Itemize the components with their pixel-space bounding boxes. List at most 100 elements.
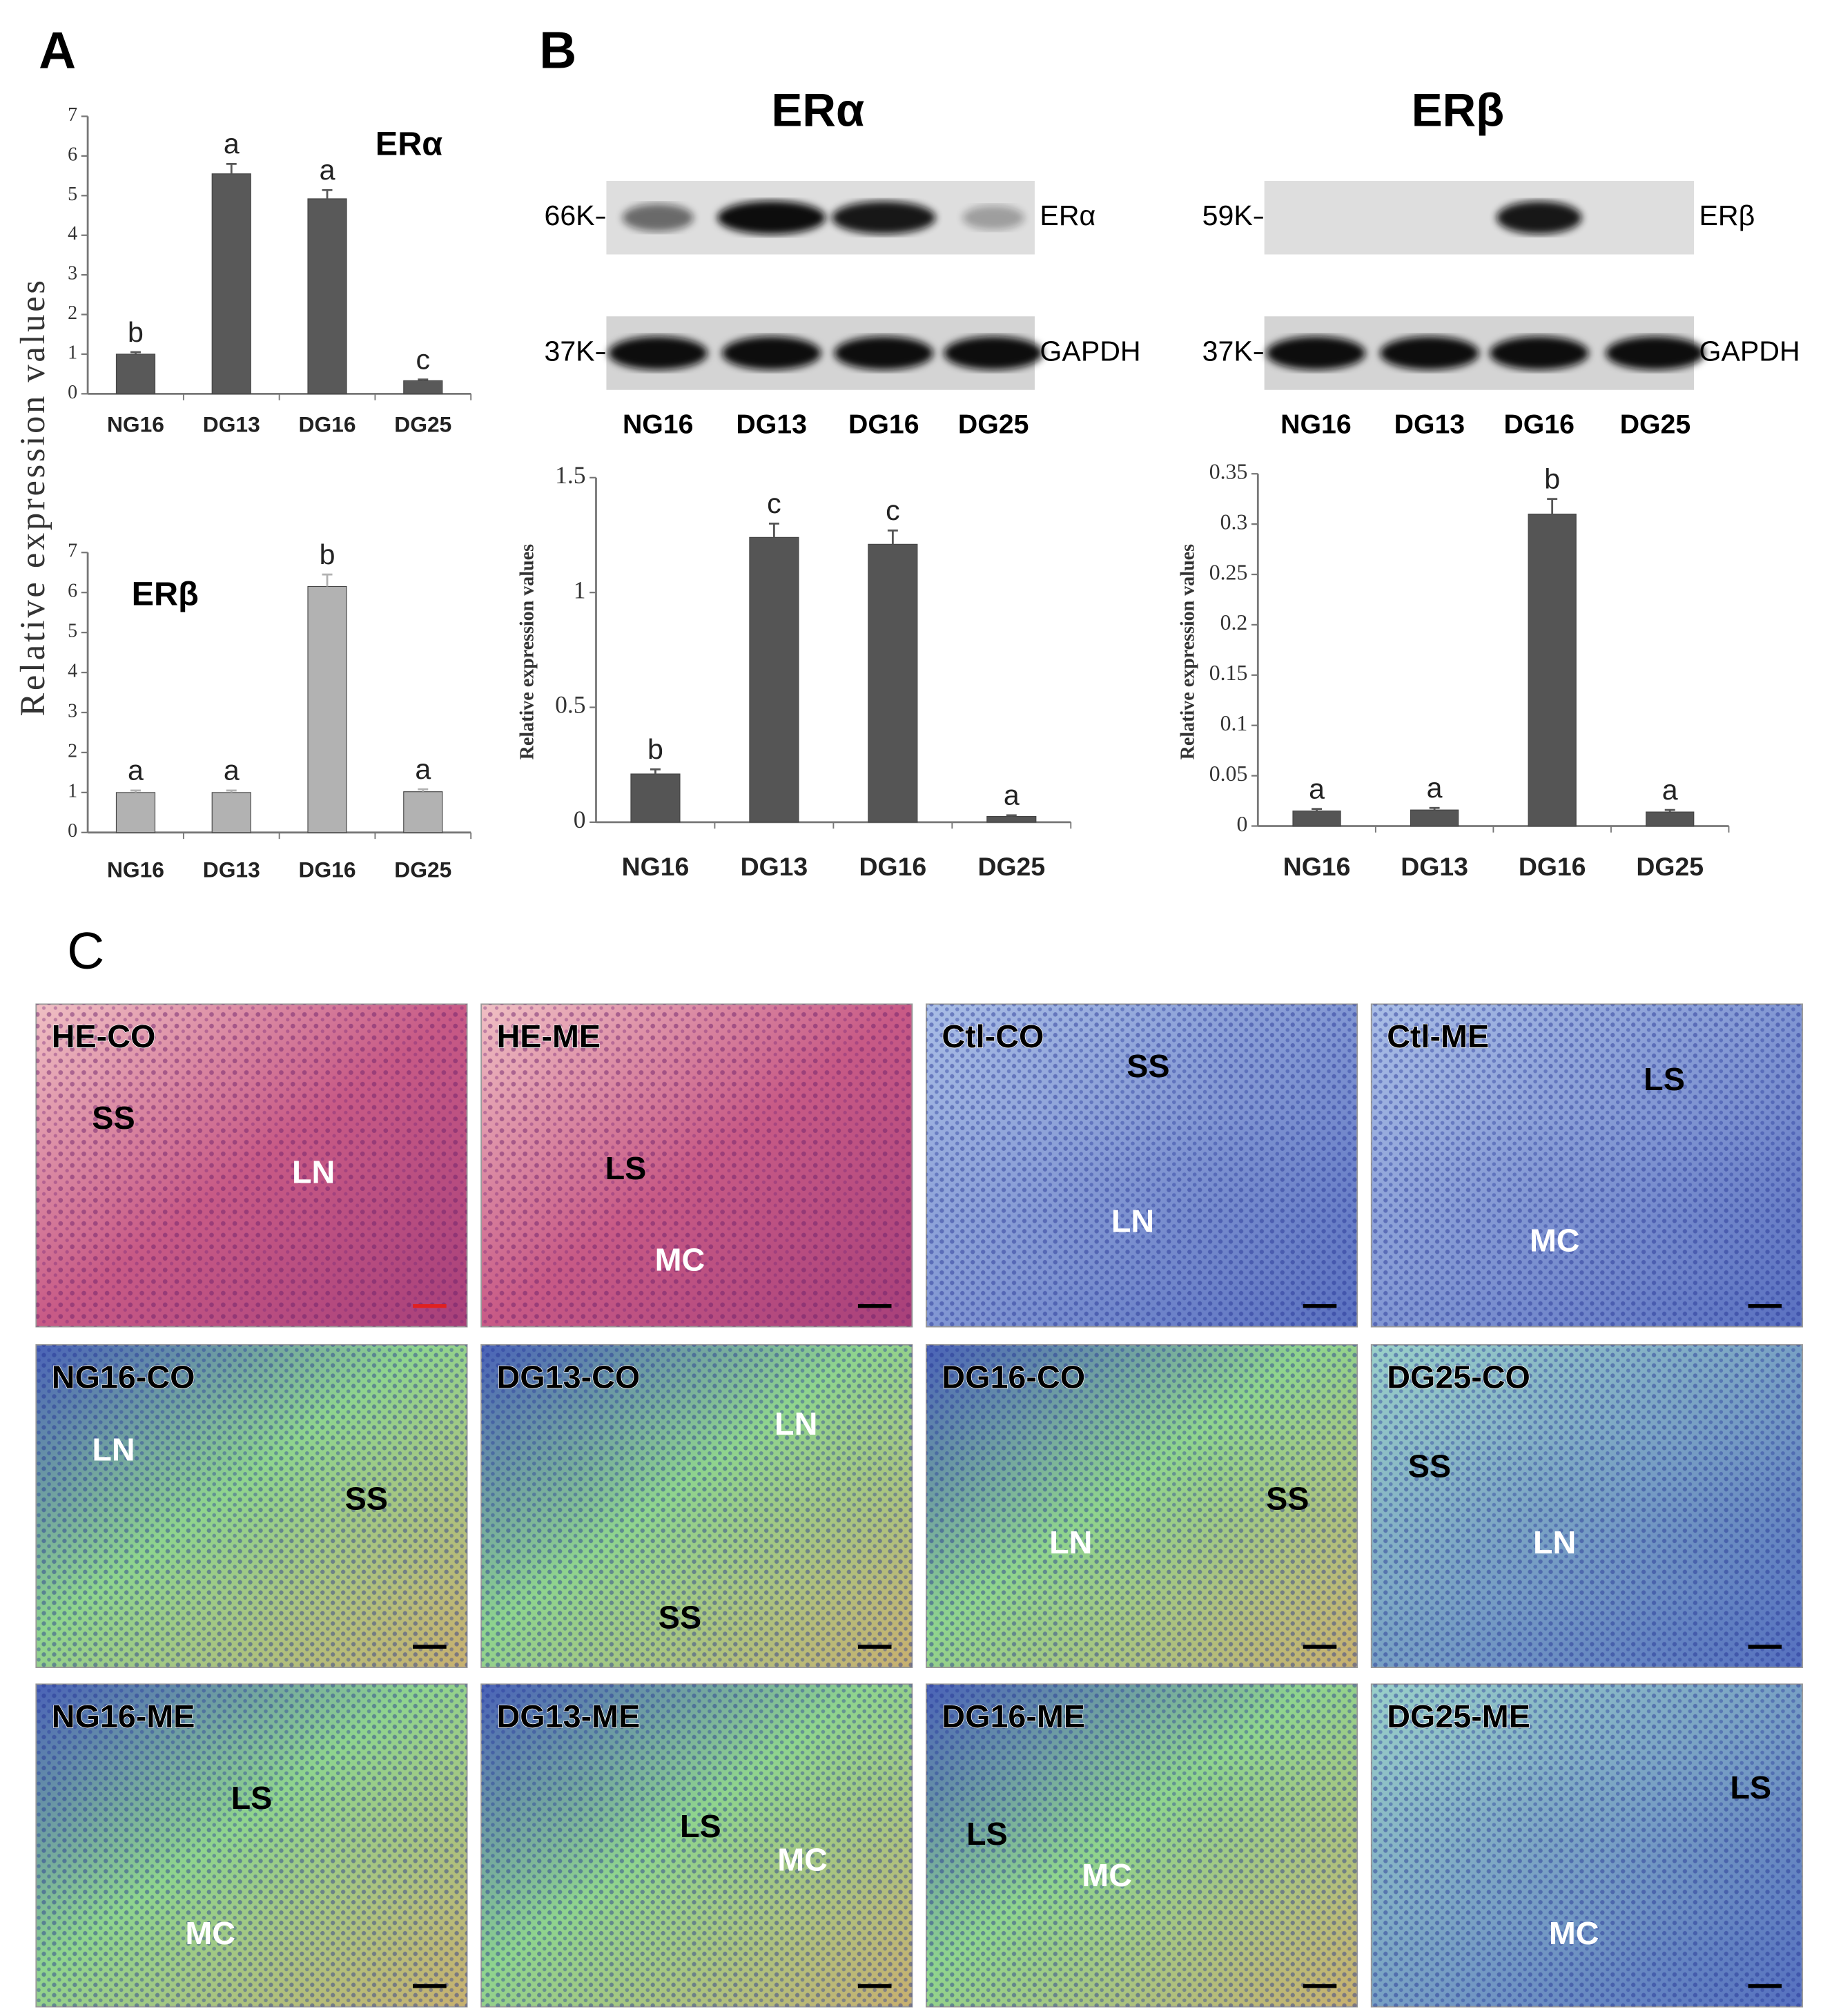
region-label: SS [92,1100,135,1136]
micrograph-label: Ctl-ME [1387,1018,1489,1054]
blot-band [1497,201,1582,235]
y-tick-label: 2 [68,740,77,762]
protein-name: ERα [1040,200,1095,231]
significance-letter: b [1544,463,1560,494]
x-tick-label: DG16 [859,852,927,881]
bar [403,380,443,394]
y-tick-label: 0.5 [555,691,585,719]
bar [211,173,251,394]
micrograph-texture [1371,1684,1803,2007]
significance-letter: c [886,494,900,526]
blot-band [1606,336,1705,370]
micrograph-label: DG25-CO [1387,1359,1530,1395]
y-tick-label: 0.15 [1209,661,1248,685]
panel-label: A [39,21,76,79]
region-label: MC [1082,1857,1132,1893]
bar [307,585,347,833]
significance-letter: a [224,128,240,159]
y-tick-label: 4 [68,660,77,681]
error-bar [226,789,237,793]
region-label: MC [185,1915,235,1951]
error-bar [650,768,661,774]
error-bar [226,162,237,174]
y-tick-label: 0.1 [1220,711,1248,735]
y-tick-label: 0.2 [1220,610,1248,634]
x-tick-label: NG16 [622,852,690,881]
blot-band [962,205,1024,230]
x-tick-label: DG25 [394,857,451,882]
protein-name: GAPDH [1040,335,1140,367]
molecular-weight: 37K [1202,335,1253,367]
y-tick-label: 0 [68,382,77,403]
bar [1292,811,1341,827]
y-axis-label: Relative expression values [1178,544,1199,759]
y-tick-label: 0.25 [1209,560,1248,584]
region-label: SS [1408,1448,1451,1484]
y-tick-label: 3 [68,263,77,284]
significance-letter: a [320,154,335,186]
region-label: SS [1127,1048,1169,1084]
error-bar [418,788,429,792]
micrograph-label: NG16-CO [52,1359,195,1395]
micrograph-texture [1371,1004,1803,1327]
error-bar [322,573,333,587]
micrograph-label: DG16-CO [942,1359,1085,1395]
y-tick-label: 0 [1236,812,1247,836]
significance-letter: b [128,316,144,348]
bar [1646,811,1695,827]
y-tick-label: 1 [68,342,77,363]
x-tick-label: DG25 [977,852,1045,881]
error-bar [130,789,141,793]
x-tick-label: DG25 [394,411,451,436]
region-label: LN [1533,1524,1576,1560]
y-axis-label: Relative expression values [517,544,538,759]
protein-name: ERβ [1699,200,1755,231]
blot-title: ERβ [1412,85,1505,137]
y-tick-label: 4 [68,223,77,244]
y-tick-label: 3 [68,700,77,721]
micrograph-texture [481,1004,913,1327]
blot-band [1489,336,1589,370]
lane-label: DG13 [1394,409,1465,439]
bar [1410,809,1459,827]
blot-strip [1264,180,1695,255]
significance-letter: a [415,753,431,785]
micrograph-texture [36,1684,467,2007]
x-tick-label: DG13 [203,411,260,436]
micrograph-label: DG13-ME [497,1698,641,1734]
y-tick-label: 1 [574,576,586,603]
region-label: LN [774,1406,817,1442]
lane-label: NG16 [1280,409,1352,439]
x-tick-label: DG16 [1519,852,1586,881]
error-bar [768,522,779,538]
significance-letter: a [1427,772,1443,804]
lane-label: DG16 [1503,409,1575,439]
panel-label: C [67,922,104,980]
region-label: LS [1730,1770,1771,1805]
blot-band [1380,336,1479,370]
micrograph-texture [926,1004,1358,1327]
significance-letter: a [224,755,240,786]
region-label: LN [1111,1203,1154,1239]
y-tick-label: 5 [68,621,77,642]
x-tick-label: NG16 [1283,852,1351,881]
lane-label: DG25 [1620,409,1691,439]
region-label: MC [1549,1915,1599,1951]
significance-letter: b [320,539,335,570]
micrograph-label: Ctl-CO [942,1018,1044,1054]
region-label: LS [1644,1061,1685,1097]
bar [115,353,156,394]
bar [403,791,443,833]
blot-band [608,336,708,370]
y-tick-label: 2 [68,302,77,324]
significance-letter: a [1004,779,1020,811]
micrograph-texture [481,1344,913,1668]
significance-letter: c [416,343,431,375]
region-label: LS [966,1816,1008,1852]
lane-label: NG16 [623,409,694,439]
chart-title: ERα [376,125,442,162]
lane-label: DG13 [736,409,807,439]
y-tick-label: 7 [68,541,77,562]
error-bar [418,378,429,381]
significance-letter: a [1662,774,1678,806]
